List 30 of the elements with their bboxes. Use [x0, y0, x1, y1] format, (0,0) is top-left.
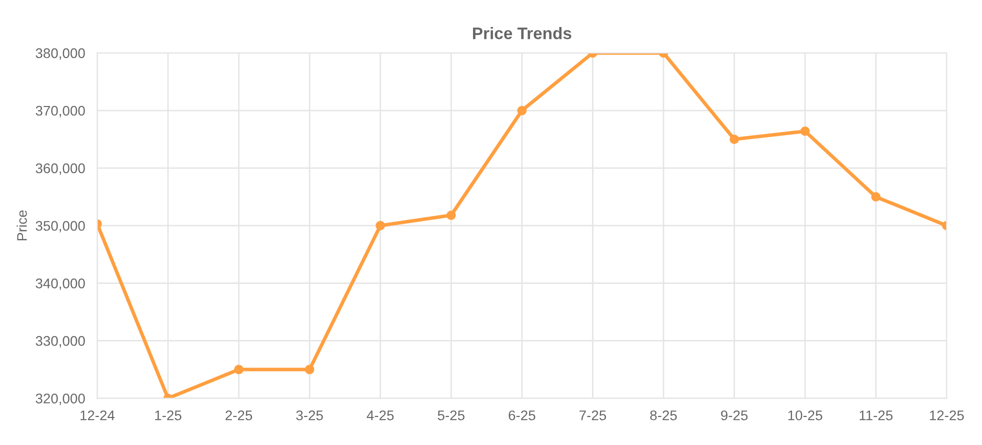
x-tick-label: 9-25 — [721, 410, 748, 420]
x-tick-label: 6-25 — [508, 410, 536, 420]
y-tick-label: 330,000 — [36, 336, 85, 348]
x-tick-label: 3-25 — [296, 410, 323, 420]
x-tick-label: 10-25 — [788, 410, 822, 420]
x-tick-label: 4-25 — [366, 410, 394, 420]
x-tick-label: 12-25 — [930, 410, 964, 420]
y-tick-label: 380,000 — [36, 48, 85, 60]
y-tick-label: 370,000 — [36, 106, 85, 118]
x-tick-label: 12-24 — [80, 410, 115, 420]
point — [234, 364, 244, 374]
point — [304, 364, 314, 374]
chart-title: Price Trends — [473, 26, 572, 40]
point — [800, 126, 810, 136]
x-tick-label: 7-25 — [580, 410, 606, 420]
y-tick-label: 360,000 — [36, 163, 85, 175]
point — [517, 106, 527, 116]
point — [871, 192, 881, 202]
point — [730, 134, 739, 144]
point — [376, 220, 386, 230]
x-tick-label: 1-25 — [155, 410, 182, 420]
x-tick-label: 5-25 — [438, 410, 464, 420]
y-tick-label: 320,000 — [36, 394, 85, 406]
x-tick-label: 8-25 — [650, 410, 677, 420]
x-tick-label: 11-25 — [860, 410, 893, 420]
x-tick-label: 2-25 — [226, 410, 252, 420]
point — [446, 210, 456, 220]
y-tick-label: 340,000 — [36, 278, 85, 290]
y-axis-title: Price — [16, 210, 27, 240]
y-tick-label: 350,000 — [36, 220, 85, 232]
